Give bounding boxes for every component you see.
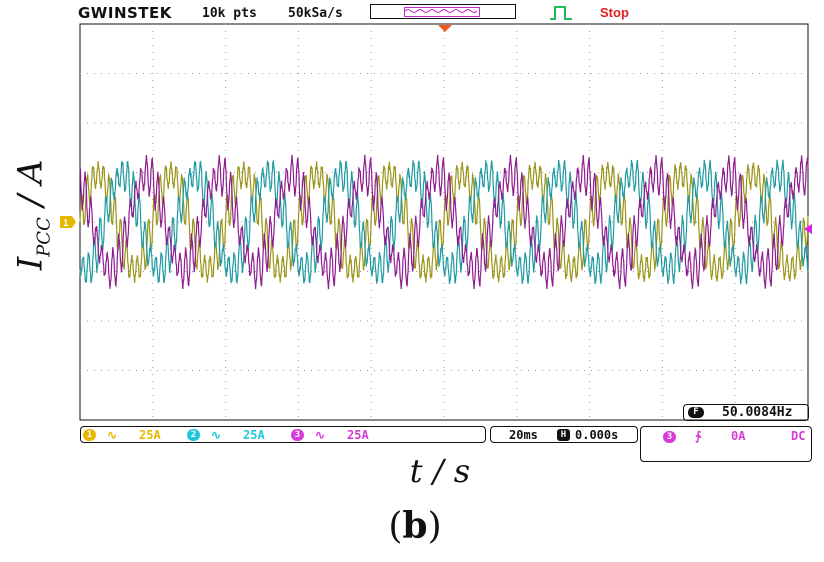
trigger-mode-icon <box>550 6 572 20</box>
channel-status-bar: 1 ∿ 25A 2 ∿ 25A 3 ∿ 25A <box>80 426 486 443</box>
ch3-scale: 25A <box>347 428 369 442</box>
scope-header: GWINSTEK 10k pts 50kSa/s Stop <box>78 2 818 22</box>
x-axis-label: t / s <box>409 452 471 490</box>
frequency-readout: F 50.0084Hz <box>683 404 809 421</box>
ch1-coupling-icon: ∿ <box>107 428 118 442</box>
ch2-coupling-icon: ∿ <box>211 428 222 442</box>
timebase-scale: 20ms <box>509 428 538 442</box>
trigger-source-badge: 3 <box>663 431 676 443</box>
timebase-status: 20ms H 0.000s <box>490 426 638 443</box>
brand-logo: GWINSTEK <box>78 4 172 22</box>
ch1-marker-label: 1 <box>63 219 68 229</box>
ch3-coupling-icon: ∿ <box>315 428 326 442</box>
trace-ch3 <box>79 154 809 290</box>
trigger-level-marker-icon <box>804 224 812 234</box>
trigger-position-marker-icon <box>438 25 452 32</box>
sample-rate: 50kSa/s <box>288 6 343 21</box>
waveforms <box>79 154 809 290</box>
ch1-ground-marker: 1 <box>60 216 76 229</box>
frequency-value: 50.0084Hz <box>722 405 793 420</box>
ch1-scale: 25A <box>139 428 161 442</box>
ch1-badge: 1 <box>83 429 96 441</box>
memory-window <box>404 7 480 17</box>
horizontal-position-icon: H <box>557 429 570 441</box>
ch2-scale: 25A <box>243 428 265 442</box>
trace-ch2 <box>79 159 809 285</box>
run-status: Stop <box>600 5 629 20</box>
memory-bar <box>370 4 516 19</box>
ch2-badge: 2 <box>187 429 200 441</box>
trigger-level: 0A <box>731 429 746 443</box>
trace-ch1 <box>79 161 809 283</box>
rising-edge-icon: ∱ <box>695 429 702 443</box>
ch3-badge: 3 <box>291 429 304 441</box>
record-length: 10k pts <box>202 6 257 21</box>
figure-caption: (b) <box>388 505 442 547</box>
y-axis-label: IPCC / A <box>10 159 54 271</box>
horizontal-position: 0.000s <box>575 428 619 442</box>
memory-waveform-icon <box>405 9 477 13</box>
frequency-icon: F <box>688 407 704 418</box>
trigger-status: 3 ∱ 0A DC <box>640 426 812 462</box>
trigger-coupling: DC <box>791 429 806 443</box>
